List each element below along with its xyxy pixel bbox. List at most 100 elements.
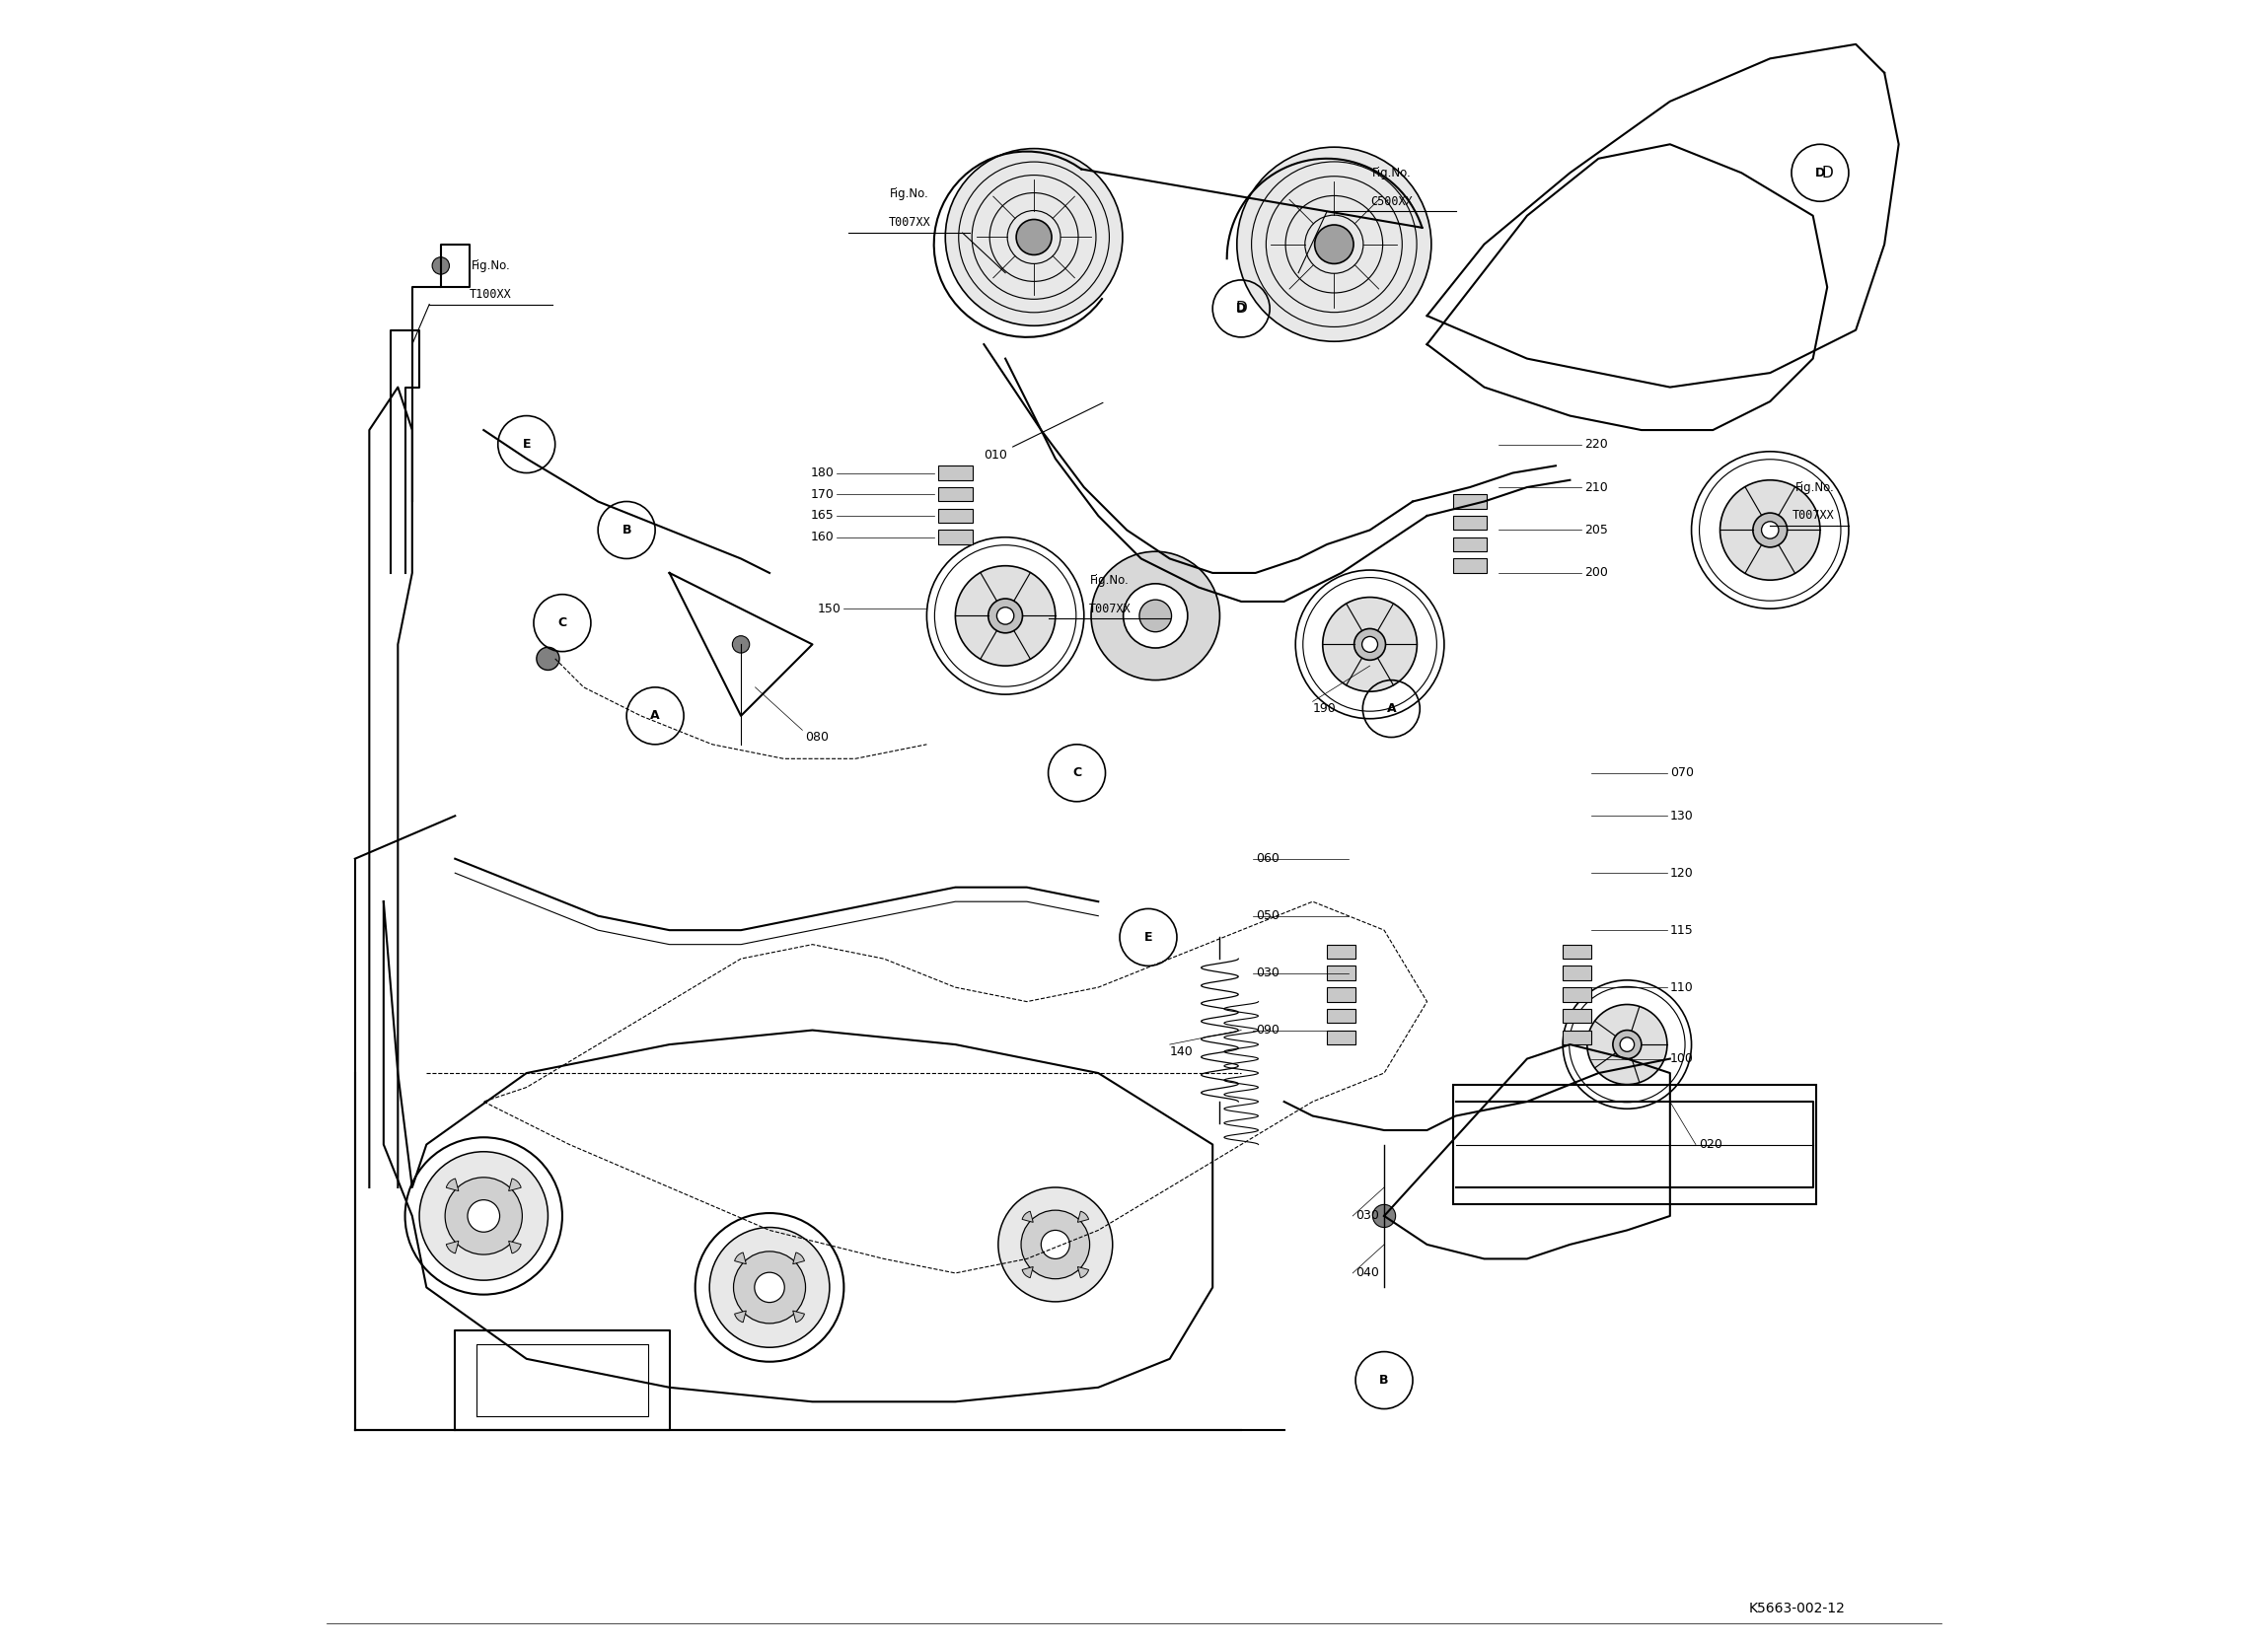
Circle shape: [1091, 551, 1220, 680]
Text: 060: 060: [1256, 853, 1279, 866]
Wedge shape: [1077, 1211, 1089, 1223]
Text: E: E: [1143, 932, 1152, 943]
Circle shape: [733, 1251, 805, 1323]
Circle shape: [1322, 597, 1418, 691]
Text: D: D: [1821, 166, 1833, 181]
Bar: [1327, 966, 1356, 979]
Circle shape: [1016, 219, 1052, 255]
Text: 165: 165: [810, 509, 835, 522]
Wedge shape: [794, 1253, 805, 1264]
Text: 180: 180: [810, 466, 835, 479]
Circle shape: [1021, 1210, 1089, 1279]
Circle shape: [1354, 629, 1386, 660]
Text: A: A: [1386, 703, 1397, 714]
Wedge shape: [1023, 1267, 1034, 1277]
Circle shape: [996, 607, 1014, 624]
Text: D: D: [1236, 303, 1245, 314]
Bar: [1327, 945, 1356, 958]
Wedge shape: [508, 1179, 522, 1192]
Wedge shape: [447, 1179, 458, 1192]
Text: B: B: [1379, 1374, 1388, 1386]
Bar: [1454, 537, 1488, 551]
Circle shape: [445, 1177, 522, 1254]
Wedge shape: [1077, 1267, 1089, 1277]
Circle shape: [1372, 1205, 1395, 1228]
Circle shape: [467, 1200, 499, 1231]
Text: 100: 100: [1669, 1052, 1694, 1065]
Bar: [1563, 945, 1592, 958]
Text: C500XX: C500XX: [1370, 194, 1413, 207]
Text: 205: 205: [1585, 523, 1608, 537]
Text: Fig.No.: Fig.No.: [472, 260, 510, 272]
Circle shape: [755, 1272, 785, 1302]
Text: 220: 220: [1585, 438, 1608, 451]
Bar: [1563, 1009, 1592, 1024]
Bar: [1454, 558, 1488, 573]
Bar: [1327, 988, 1356, 1002]
Text: 160: 160: [810, 530, 835, 543]
Text: C: C: [1073, 767, 1082, 780]
Text: D: D: [1236, 301, 1247, 316]
Circle shape: [433, 257, 449, 275]
Bar: [1563, 966, 1592, 979]
Text: 150: 150: [816, 602, 841, 616]
Wedge shape: [794, 1310, 805, 1322]
Text: D: D: [1814, 166, 1826, 179]
Circle shape: [946, 148, 1123, 326]
Text: C: C: [558, 617, 567, 629]
Text: 080: 080: [805, 731, 828, 744]
Text: K5663-002-12: K5663-002-12: [1749, 1602, 1846, 1616]
Circle shape: [955, 566, 1055, 667]
Text: 030: 030: [1256, 966, 1279, 979]
Circle shape: [710, 1228, 830, 1348]
Text: A: A: [651, 709, 660, 723]
Circle shape: [1619, 1037, 1635, 1052]
Bar: [1327, 1030, 1356, 1045]
Circle shape: [538, 647, 560, 670]
Text: 115: 115: [1669, 923, 1694, 937]
Circle shape: [1236, 146, 1431, 341]
Text: Fig.No.: Fig.No.: [1091, 574, 1129, 586]
Circle shape: [1588, 1004, 1667, 1085]
Text: 020: 020: [1699, 1137, 1721, 1151]
Text: 050: 050: [1256, 910, 1279, 922]
Text: 010: 010: [984, 403, 1102, 461]
Circle shape: [1363, 637, 1377, 652]
Bar: [939, 509, 973, 523]
Text: 090: 090: [1256, 1024, 1279, 1037]
Wedge shape: [735, 1253, 746, 1264]
Bar: [1563, 988, 1592, 1002]
Circle shape: [1139, 599, 1173, 632]
Circle shape: [1123, 584, 1188, 649]
Bar: [939, 530, 973, 545]
Circle shape: [1719, 481, 1821, 579]
Circle shape: [1041, 1230, 1070, 1259]
Circle shape: [998, 1187, 1114, 1302]
Circle shape: [1315, 226, 1354, 263]
Circle shape: [1762, 522, 1778, 538]
Bar: [1563, 1030, 1592, 1045]
Text: 190: 190: [1313, 703, 1336, 714]
Text: T007XX: T007XX: [1792, 509, 1835, 522]
Circle shape: [1613, 1030, 1642, 1058]
Text: 120: 120: [1669, 866, 1694, 879]
Text: Fig.No.: Fig.No.: [1372, 166, 1411, 179]
Text: 130: 130: [1669, 810, 1694, 823]
Bar: [1454, 515, 1488, 530]
Circle shape: [420, 1152, 549, 1281]
Text: T007XX: T007XX: [889, 216, 930, 229]
Text: T100XX: T100XX: [469, 288, 513, 301]
Text: Fig.No.: Fig.No.: [1796, 481, 1835, 494]
Text: 210: 210: [1585, 481, 1608, 494]
Bar: [939, 466, 973, 481]
Text: 200: 200: [1585, 566, 1608, 579]
Bar: [939, 487, 973, 502]
Circle shape: [1753, 514, 1787, 546]
Text: 040: 040: [1356, 1267, 1379, 1279]
Text: Fig.No.: Fig.No.: [889, 188, 930, 201]
Text: T007XX: T007XX: [1089, 602, 1132, 616]
Wedge shape: [1023, 1211, 1034, 1223]
Bar: [1454, 494, 1488, 509]
Text: E: E: [522, 438, 531, 451]
Text: 170: 170: [810, 487, 835, 500]
